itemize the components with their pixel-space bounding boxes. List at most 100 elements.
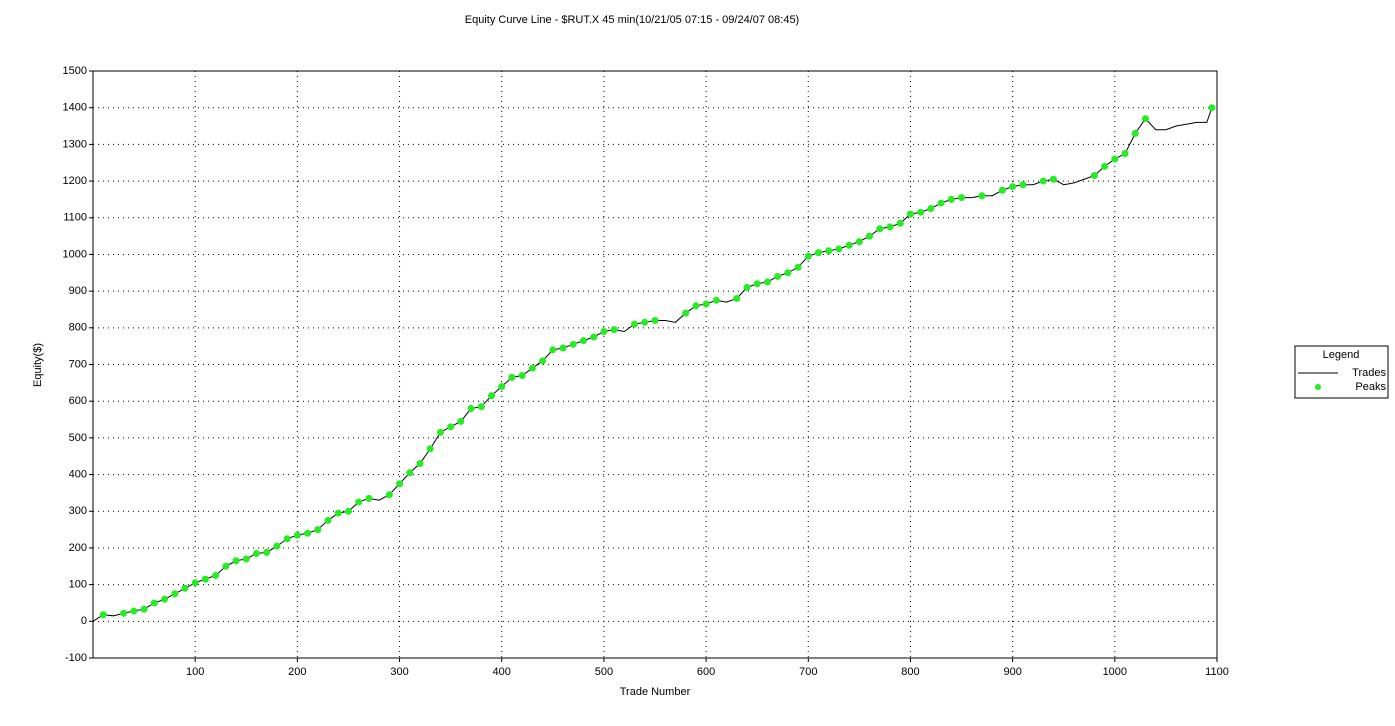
x-tick-label: 900 bbox=[1003, 666, 1021, 678]
peak-point bbox=[733, 294, 741, 302]
y-tick-label: -100 bbox=[65, 652, 87, 664]
peak-point bbox=[1039, 177, 1047, 185]
peak-point bbox=[702, 300, 710, 308]
peak-point bbox=[344, 507, 352, 515]
peak-point bbox=[161, 595, 169, 603]
peak-point bbox=[631, 320, 639, 328]
legend-title: Legend bbox=[1323, 349, 1360, 361]
peak-point bbox=[334, 509, 342, 517]
peak-point bbox=[508, 373, 516, 381]
peak-point bbox=[896, 219, 904, 227]
peak-point bbox=[232, 557, 240, 565]
peak-point bbox=[917, 208, 925, 216]
peak-point bbox=[763, 278, 771, 286]
peak-point bbox=[252, 549, 260, 557]
peak-point bbox=[477, 403, 485, 411]
peak-point bbox=[866, 232, 874, 240]
y-tick-label: 1200 bbox=[63, 175, 87, 187]
peak-point bbox=[140, 605, 148, 613]
peak-point bbox=[590, 333, 598, 341]
x-tick-label: 200 bbox=[288, 666, 306, 678]
peak-point bbox=[600, 327, 608, 335]
x-tick-label: 300 bbox=[390, 666, 408, 678]
y-tick-label: 900 bbox=[69, 285, 87, 297]
peak-point bbox=[99, 611, 107, 619]
peak-point bbox=[201, 575, 209, 583]
y-tick-label: 1400 bbox=[63, 102, 87, 114]
peak-point bbox=[242, 555, 250, 563]
legend-label: Peaks bbox=[1355, 381, 1386, 393]
y-tick-label: 600 bbox=[69, 395, 87, 407]
peak-point bbox=[835, 245, 843, 253]
peak-point bbox=[212, 571, 220, 579]
peak-point bbox=[498, 383, 506, 391]
peak-point bbox=[958, 194, 966, 202]
peak-point bbox=[712, 296, 720, 304]
peak-point bbox=[876, 225, 884, 233]
peak-point bbox=[978, 192, 986, 200]
legend-box bbox=[1294, 345, 1389, 399]
y-tick-label: 0 bbox=[81, 615, 87, 627]
peak-point bbox=[283, 535, 291, 543]
peak-point bbox=[579, 337, 587, 345]
peak-point bbox=[273, 542, 281, 550]
peak-point bbox=[457, 417, 465, 425]
peak-point bbox=[191, 579, 199, 587]
x-tick-label: 400 bbox=[493, 666, 511, 678]
y-tick-label: 700 bbox=[69, 358, 87, 370]
peak-point bbox=[150, 599, 158, 607]
peak-point bbox=[488, 392, 496, 400]
legend-label: Trades bbox=[1352, 367, 1386, 379]
y-tick-label: 100 bbox=[69, 579, 87, 591]
y-tick-label: 500 bbox=[69, 432, 87, 444]
y-tick-label: 400 bbox=[69, 468, 87, 480]
peak-point bbox=[998, 186, 1006, 194]
peak-point bbox=[559, 344, 567, 352]
peak-point bbox=[304, 529, 312, 537]
x-tick-label: 1100 bbox=[1205, 666, 1229, 678]
x-tick-label: 500 bbox=[595, 666, 613, 678]
peak-point bbox=[314, 526, 322, 534]
peak-point bbox=[293, 531, 301, 539]
peak-point bbox=[1131, 129, 1139, 137]
x-tick-label: 800 bbox=[901, 666, 919, 678]
x-tick-label: 600 bbox=[697, 666, 715, 678]
peak-point bbox=[171, 590, 179, 598]
peak-point bbox=[855, 238, 863, 246]
peak-point bbox=[120, 609, 128, 617]
peak-point bbox=[406, 469, 414, 477]
y-tick-label: 200 bbox=[69, 542, 87, 554]
peak-point bbox=[1101, 162, 1109, 170]
peak-point bbox=[447, 423, 455, 431]
peak-point bbox=[825, 247, 833, 255]
peak-point bbox=[569, 340, 577, 348]
legend-swatch bbox=[1315, 384, 1321, 390]
peak-point bbox=[886, 223, 894, 231]
peak-point bbox=[804, 252, 812, 260]
peak-point bbox=[426, 445, 434, 453]
y-tick-label: 300 bbox=[69, 505, 87, 517]
peak-point bbox=[528, 364, 536, 372]
x-tick-label: 100 bbox=[186, 666, 204, 678]
peak-point bbox=[518, 372, 526, 380]
peak-point bbox=[1019, 181, 1027, 189]
y-axis-label: Equity($) bbox=[32, 343, 44, 387]
peak-point bbox=[651, 316, 659, 324]
peak-point bbox=[1111, 155, 1119, 163]
x-axis-label: Trade Number bbox=[620, 686, 691, 698]
peak-point bbox=[610, 326, 618, 334]
peak-point bbox=[692, 302, 700, 310]
peak-point bbox=[181, 584, 189, 592]
peak-point bbox=[794, 263, 802, 271]
equity-line bbox=[92, 107, 1213, 622]
peak-point bbox=[1121, 150, 1129, 158]
peak-point bbox=[682, 309, 690, 317]
peak-point bbox=[396, 480, 404, 488]
x-tick-label: 700 bbox=[799, 666, 817, 678]
peak-point bbox=[1141, 115, 1149, 123]
peak-point bbox=[539, 357, 547, 365]
peak-point bbox=[906, 210, 914, 218]
peak-point bbox=[385, 491, 393, 499]
peak-point bbox=[753, 280, 761, 288]
